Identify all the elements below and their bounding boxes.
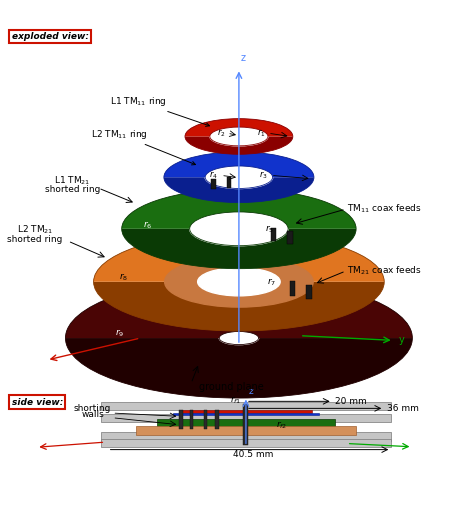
Text: z: z (240, 53, 246, 63)
Text: $r_{f1}$: $r_{f1}$ (230, 395, 241, 406)
Polygon shape (164, 177, 314, 203)
Bar (216, 410, 219, 429)
Text: shorting: shorting (74, 404, 111, 413)
Bar (100, 432, 391, 441)
Text: L2 TM$_{11}$ ring: L2 TM$_{11}$ ring (91, 127, 195, 165)
Text: $r_8$: $r_8$ (119, 271, 128, 283)
Text: L1 TM$_{11}$ ring: L1 TM$_{11}$ ring (109, 95, 210, 126)
Text: $r_4$: $r_4$ (209, 169, 218, 181)
Bar (243, 404, 248, 445)
Bar (100, 402, 391, 410)
Bar (179, 410, 183, 429)
Bar (190, 410, 193, 429)
Ellipse shape (164, 257, 313, 307)
Text: 40.5 mm: 40.5 mm (233, 450, 273, 459)
Polygon shape (164, 152, 314, 177)
Polygon shape (122, 229, 356, 269)
Bar (227, 177, 231, 187)
Text: L2 TM$_{21}$: L2 TM$_{21}$ (17, 224, 53, 237)
Text: $r_3$: $r_3$ (259, 169, 268, 181)
Text: $r_5$: $r_5$ (265, 223, 274, 234)
Text: 36 mm: 36 mm (387, 404, 419, 413)
Bar (290, 281, 295, 296)
Text: ground plane: ground plane (200, 382, 264, 392)
Polygon shape (93, 282, 384, 331)
Ellipse shape (210, 127, 268, 146)
Bar (100, 414, 391, 422)
Polygon shape (93, 232, 384, 282)
Text: shorted ring: shorted ring (7, 234, 63, 244)
Text: L1 TM$_{21}$: L1 TM$_{21}$ (54, 175, 91, 187)
Polygon shape (65, 278, 412, 338)
Polygon shape (185, 119, 293, 137)
Bar (211, 179, 216, 189)
Text: TM$_{11}$ coax feeds: TM$_{11}$ coax feeds (346, 203, 422, 216)
Bar (157, 419, 335, 428)
Polygon shape (185, 137, 293, 154)
Text: $r_9$: $r_9$ (115, 328, 124, 339)
Bar (204, 410, 208, 429)
Bar (136, 425, 356, 435)
Bar (271, 228, 276, 241)
Text: exploded view:: exploded view: (11, 32, 89, 41)
Bar (306, 285, 311, 299)
Bar (100, 439, 391, 447)
Ellipse shape (219, 331, 259, 345)
Text: $r_1$: $r_1$ (257, 127, 266, 139)
Text: walls: walls (81, 410, 104, 419)
Ellipse shape (205, 166, 273, 188)
Text: $r_6$: $r_6$ (143, 220, 152, 231)
Polygon shape (65, 338, 412, 398)
Text: TM$_{21}$ coax feeds: TM$_{21}$ coax feeds (346, 265, 422, 278)
Ellipse shape (198, 268, 280, 296)
Text: z: z (249, 387, 254, 396)
Bar (173, 413, 319, 415)
Bar (180, 410, 311, 413)
Bar (287, 231, 293, 244)
Text: y: y (398, 335, 404, 346)
Text: $r_2$: $r_2$ (217, 127, 226, 139)
Text: shorted ring: shorted ring (45, 185, 100, 195)
Text: side view:: side view: (11, 398, 63, 407)
Text: $r_7$: $r_7$ (267, 276, 276, 288)
Text: $r_{f2}$: $r_{f2}$ (276, 419, 288, 431)
Text: 20 mm: 20 mm (335, 397, 367, 406)
Ellipse shape (198, 268, 280, 296)
Polygon shape (122, 189, 356, 229)
Ellipse shape (190, 212, 288, 246)
